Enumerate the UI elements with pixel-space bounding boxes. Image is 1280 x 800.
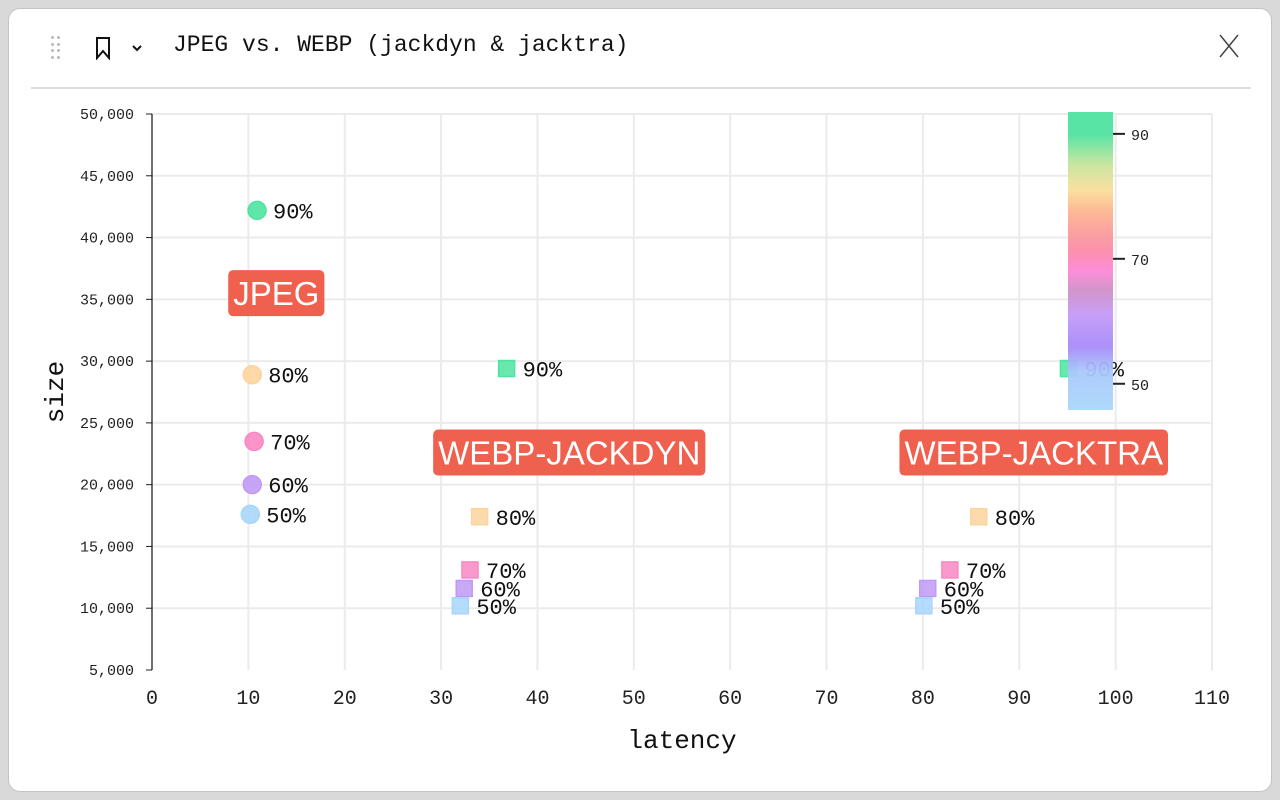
- colorbar: [1068, 112, 1113, 410]
- y-tick-label: 45,000: [80, 169, 134, 186]
- annotation-label: JPEG: [233, 275, 319, 312]
- x-tick-label: 100: [1098, 688, 1134, 711]
- x-tick-label: 60: [718, 688, 742, 711]
- data-point: [247, 200, 267, 221]
- y-tick-label: 25,000: [80, 416, 134, 433]
- colorbar-tick-label: 70: [1131, 253, 1149, 270]
- y-tick-label: 10,000: [80, 601, 134, 618]
- y-tick-label: 40,000: [80, 231, 134, 248]
- data-point: [470, 508, 489, 526]
- header-divider: [31, 87, 1251, 89]
- data-point: [242, 474, 262, 495]
- y-tick-label: 20,000: [80, 478, 134, 495]
- y-tick-label: 15,000: [80, 539, 134, 556]
- x-tick-label: 10: [236, 688, 260, 711]
- point-label: 70%: [270, 431, 310, 456]
- y-tick-label: 30,000: [80, 354, 134, 371]
- annotation-box: [433, 429, 706, 476]
- data-point: [461, 561, 479, 579]
- x-tick-label: 50: [622, 688, 646, 711]
- panel-header: JPEG vs. WEBP (jackdyn & jacktra): [9, 9, 1271, 87]
- data-point: [244, 431, 264, 452]
- annotation-label: WEBP-JACKDYN: [438, 435, 700, 472]
- point-label: 90%: [523, 359, 563, 384]
- point-label: 80%: [268, 365, 308, 390]
- x-tick-label: 80: [911, 688, 935, 711]
- chart-title: JPEG vs. WEBP (jackdyn & jacktra): [173, 32, 629, 58]
- point-label: 50%: [940, 596, 980, 621]
- point-label: 70%: [966, 560, 1006, 585]
- annotation-jpeg: JPEG: [228, 270, 325, 317]
- colorbar-tick-label: 90: [1131, 128, 1149, 145]
- point-label: 50%: [476, 596, 516, 621]
- point-label: 60%: [944, 578, 984, 603]
- point-label: 60%: [480, 578, 520, 603]
- x-axis-label: latency: [627, 726, 736, 756]
- x-tick-label: 0: [146, 688, 158, 711]
- x-tick-label: 30: [429, 688, 453, 711]
- annotation-webp-jackdyn: WEBP-JACKDYN: [433, 429, 706, 476]
- annotation-box: [228, 270, 325, 317]
- x-tick-label: 90: [1007, 688, 1031, 711]
- point-label: 80%: [496, 507, 536, 532]
- close-icon[interactable]: [1218, 33, 1240, 59]
- x-tick-label: 20: [333, 688, 357, 711]
- bookmark-icon[interactable]: [95, 36, 111, 60]
- colorbar-tick-label: 50: [1131, 378, 1149, 395]
- drag-handle-icon[interactable]: [51, 36, 61, 60]
- data-point: [451, 597, 470, 615]
- y-tick-label: 50,000: [80, 107, 134, 124]
- point-label: 70%: [486, 560, 526, 585]
- point-label: 80%: [995, 507, 1035, 532]
- y-tick-label: 5,000: [89, 663, 134, 680]
- chart-panel: JPEG vs. WEBP (jackdyn & jacktra): [8, 8, 1272, 792]
- data-point: [240, 504, 261, 525]
- point-label: 50%: [266, 504, 306, 529]
- data-point: [497, 359, 516, 378]
- gridlines: [152, 113, 1213, 670]
- data-point: [941, 561, 959, 579]
- chevron-down-icon[interactable]: [131, 36, 143, 60]
- x-tick-label: 70: [815, 688, 839, 711]
- data-point: [970, 508, 988, 526]
- point-label: 90%: [273, 200, 313, 225]
- point-label: 60%: [268, 475, 308, 500]
- y-tick-label: 35,000: [80, 292, 134, 309]
- data-point: [455, 579, 473, 598]
- data-point: [918, 579, 937, 598]
- data-point: [242, 364, 262, 385]
- data-point: [915, 597, 933, 615]
- annotation-box: [899, 429, 1168, 476]
- y-axis-label: size: [41, 361, 71, 423]
- x-tick-label: 40: [525, 688, 549, 711]
- annotation-label: WEBP-JACKTRA: [904, 435, 1163, 472]
- x-tick-label: 110: [1194, 688, 1230, 711]
- annotation-webp-jacktra: WEBP-JACKTRA: [899, 429, 1168, 476]
